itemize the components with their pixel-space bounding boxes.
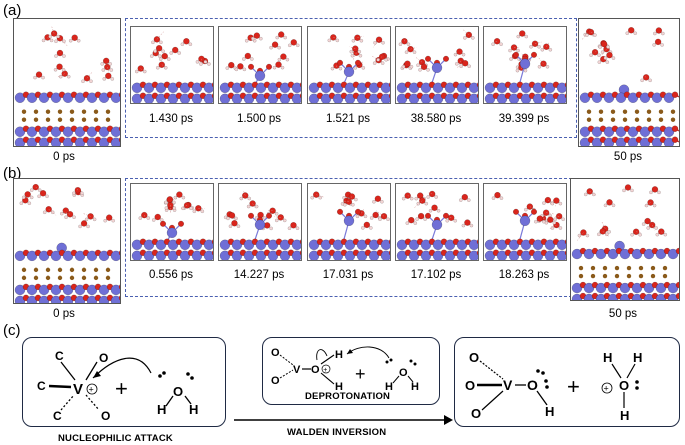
nucleophilic-attack-scheme: C C C O O V + + O H H [22,337,226,427]
svg-text:O: O [173,384,183,399]
svg-text:O: O [527,377,538,393]
svg-text:H: H [385,381,393,393]
svg-text:+: + [89,385,94,395]
svg-text:V: V [293,364,301,376]
walden-inversion-arrow [234,415,453,425]
svg-text:C: C [37,379,46,393]
svg-text:O: O [471,406,481,421]
svg-text:H: H [620,408,629,423]
svg-text:H: H [335,349,343,361]
time-label-a-3: 1.521 ps [325,113,371,125]
snapshot-group-a [125,18,577,138]
svg-text:O: O [271,375,280,387]
svg-text:V: V [503,377,513,393]
snapshot-a-3 [307,26,391,104]
svg-text:O: O [465,378,475,393]
svg-text:H: H [411,381,419,393]
svg-text:C: C [53,409,62,423]
snapshot-b-1 [130,183,214,261]
simulation-cell-end-b [570,178,680,301]
svg-text:H: H [335,381,343,393]
time-label-a-2: 1.500 ps [236,113,282,125]
nucleophilic-attack-caption: NUCLEOPHILIC ATTACK [58,433,173,444]
svg-text:+: + [355,364,366,384]
snapshot-b-2 [218,183,302,261]
snapshot-b-5 [483,183,567,261]
water-layer-image [571,184,679,300]
svg-text:H: H [633,350,642,365]
time-label-a-1: 1.430 ps [148,113,194,125]
deprotonation-diagram: O O V O + H H + O H H [271,346,419,393]
svg-text:O: O [101,409,110,423]
product-diagram: O O O V O H + O H H H + [465,350,642,423]
time-label-b-5: 18.263 ps [498,269,550,281]
snapshot-b-4 [395,183,479,261]
time-label-b-3: 17.031 ps [322,269,374,281]
simulation-cell-end-a [578,18,680,147]
time-label-end-b: 50 ps [608,308,638,320]
water-layer-image [579,26,679,146]
svg-text:+: + [115,376,128,401]
walden-inversion-caption: WALDEN INVERSION [287,427,387,438]
panel-label-c: (c) [3,322,21,339]
svg-text:O: O [399,367,408,379]
nucleophilic-attack-diagram: C C C O O V + + O H H [37,349,198,423]
simulation-cell-start-a [13,18,121,147]
time-label-start-a: 0 ps [53,151,75,163]
panel-label-a: (a) [3,2,22,19]
svg-text:H: H [603,350,612,365]
svg-text:+: + [567,374,580,399]
snapshot-b-3 [307,183,391,261]
svg-text:+: + [323,367,327,374]
svg-text:O: O [99,351,108,365]
svg-text:O: O [619,378,629,393]
snapshot-a-2 [218,26,302,104]
water-layer-image [14,26,120,146]
time-label-b-4: 17.102 ps [410,269,462,281]
svg-text:O: O [311,364,320,376]
time-label-b-1: 0.556 ps [148,269,194,281]
svg-text:O: O [469,350,479,365]
time-label-a-4: 38.580 ps [410,113,462,125]
snapshot-a-1 [130,26,214,104]
deprotonation-scheme: O O V O + H H + O H H [262,337,440,405]
time-label-start-b: 0 ps [53,308,75,320]
svg-text:C: C [55,349,64,363]
snapshot-a-4 [395,26,479,104]
water-layer-image [14,183,120,303]
snapshot-a-5 [483,26,567,104]
svg-text:O: O [271,347,280,359]
svg-text:V: V [73,381,83,398]
simulation-cell-start-b [13,178,121,304]
panel-label-b: (b) [3,165,22,182]
time-label-b-2: 14.227 ps [233,269,285,281]
time-label-end-a: 50 ps [613,151,643,163]
svg-text:H: H [545,404,554,419]
deprotonation-caption: DEPROTONATION [305,391,391,402]
time-label-a-5: 39.399 ps [498,113,550,125]
product-scheme: O O O V O H + O H H H + [454,337,680,427]
svg-text:+: + [604,384,609,394]
svg-text:H: H [157,402,166,417]
svg-text:H: H [189,402,198,417]
